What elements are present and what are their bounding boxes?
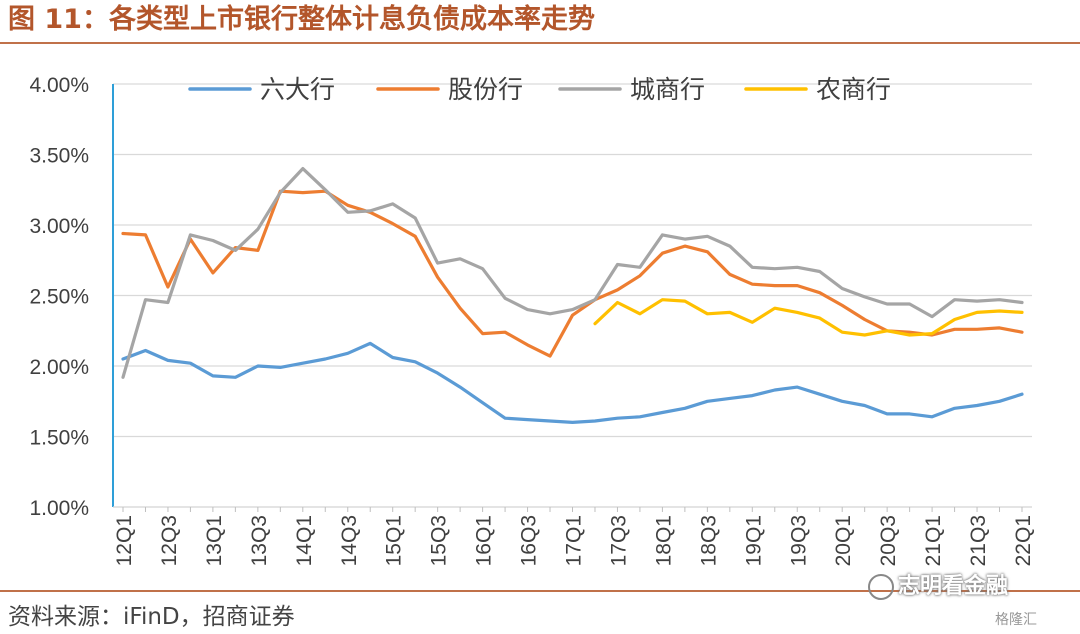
- watermark-corner: 格隆汇: [995, 612, 1037, 628]
- legend-label: 城商行: [630, 75, 705, 104]
- watermark-text: 志明看金融: [898, 574, 1009, 599]
- x-tick-label: 20Q1: [832, 515, 855, 566]
- y-tick-label: 3.50%: [29, 145, 89, 168]
- series-line: [121, 189, 1024, 358]
- x-tick-label: 18Q1: [652, 515, 675, 566]
- figure-title: 图 11：各类型上市银行整体计息负债成本率走势: [8, 4, 595, 35]
- x-tick-label: 13Q3: [248, 515, 271, 566]
- x-tick-label: 16Q1: [473, 515, 496, 566]
- legend-label: 农商行: [816, 75, 891, 104]
- x-tick-label: 20Q3: [877, 515, 900, 566]
- y-tick-label: 3.00%: [29, 215, 89, 238]
- x-tick-label: 19Q1: [742, 515, 765, 566]
- x-tick-label: 21Q3: [967, 515, 990, 566]
- x-tick-label: 18Q3: [697, 515, 720, 566]
- x-tick-label: 21Q1: [922, 515, 945, 566]
- x-tick-label: 16Q3: [518, 515, 541, 566]
- x-tick-label: 19Q3: [787, 515, 810, 566]
- source-note: 资料来源：iFinD，招商证券: [8, 604, 295, 630]
- y-tick-label: 2.50%: [29, 286, 89, 309]
- x-tick-label: 22Q1: [1012, 515, 1035, 566]
- x-tick-label: 13Q1: [203, 515, 226, 566]
- series-line: [121, 341, 1024, 424]
- y-tick-label: 2.00%: [29, 356, 89, 379]
- legend-label: 股份行: [448, 75, 523, 104]
- x-tick-label: 12Q1: [113, 515, 136, 566]
- series-line: [121, 167, 1024, 379]
- x-tick-label: 14Q3: [338, 515, 361, 566]
- title-rule: [0, 42, 1080, 44]
- x-tick-label: 17Q3: [607, 515, 630, 566]
- y-tick-label: 4.00%: [29, 74, 89, 97]
- x-tick-label: 15Q1: [383, 515, 406, 566]
- x-tick-label: 17Q1: [563, 515, 586, 566]
- series-line: [593, 298, 1024, 337]
- wechat-icon: [868, 574, 894, 600]
- line-chart: 1.00% 1.50% 2.00% 2.50% 3.00% 3.50% 4.00% 12Q1 1…: [29, 74, 1035, 566]
- source-rule: [0, 590, 1080, 592]
- x-tick-label: 15Q3: [428, 515, 451, 566]
- y-tick-label: 1.50%: [29, 427, 89, 450]
- watermark: 志明看金融: [868, 568, 1008, 600]
- x-tick-label: 14Q1: [293, 515, 316, 566]
- x-tick-label: 12Q3: [158, 515, 181, 566]
- legend-label: 六大行: [260, 75, 335, 104]
- y-tick-label: 1.00%: [29, 497, 89, 520]
